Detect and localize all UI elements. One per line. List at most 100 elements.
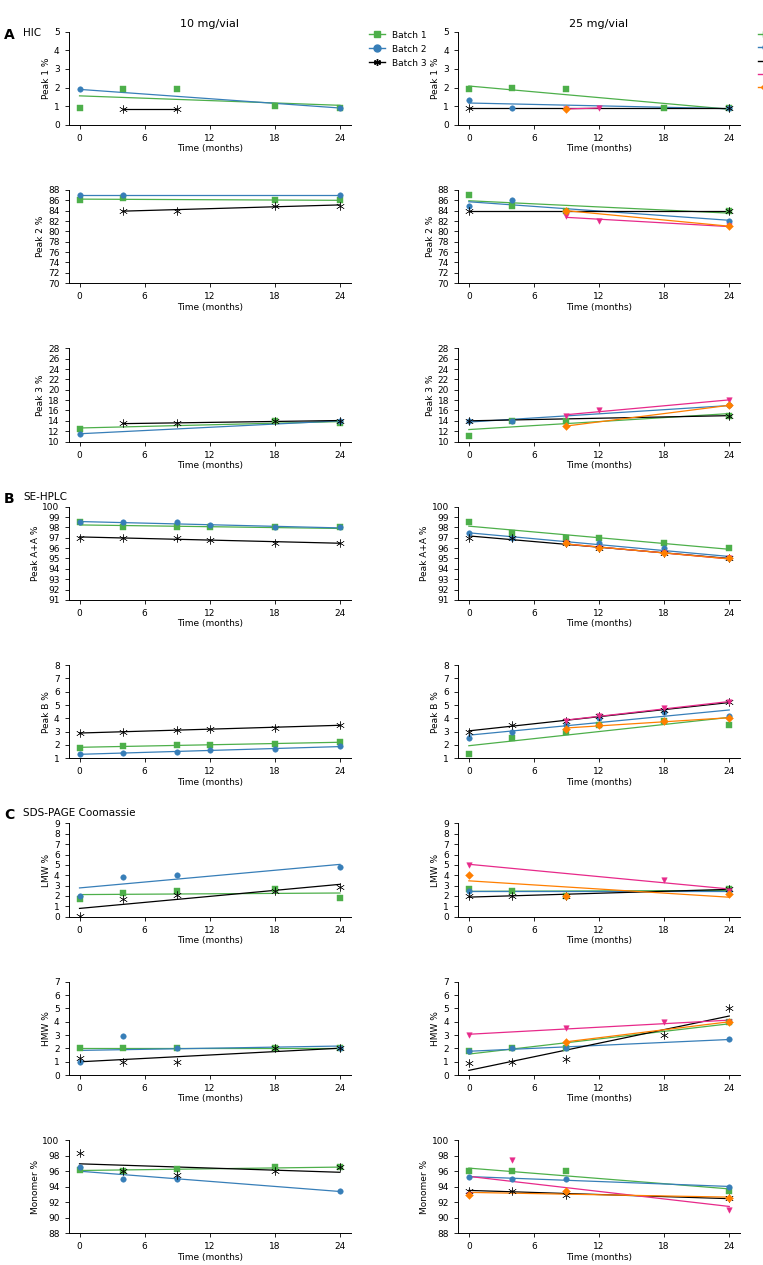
Point xyxy=(723,97,736,118)
Point xyxy=(593,97,605,118)
Point xyxy=(462,1025,475,1045)
X-axis label: Time (months): Time (months) xyxy=(177,1252,243,1261)
Point xyxy=(117,512,129,533)
Point xyxy=(506,1169,518,1189)
Point xyxy=(560,533,572,553)
Point xyxy=(117,1026,129,1046)
Point xyxy=(723,708,736,729)
Point xyxy=(269,739,281,759)
Point xyxy=(73,528,85,548)
Point xyxy=(204,515,216,535)
Point xyxy=(462,522,475,543)
Y-axis label: Peak 1 %: Peak 1 % xyxy=(42,57,51,99)
Point xyxy=(462,1161,475,1182)
Point xyxy=(658,1025,670,1045)
Y-axis label: LMW %: LMW % xyxy=(431,854,440,887)
Point xyxy=(723,216,736,237)
Point xyxy=(723,1188,736,1208)
Point xyxy=(73,512,85,533)
Point xyxy=(506,1180,518,1200)
Point xyxy=(73,1144,85,1164)
Point xyxy=(117,185,129,205)
Point xyxy=(117,99,129,119)
Point xyxy=(462,528,475,548)
Point xyxy=(560,201,572,221)
Point xyxy=(506,78,518,99)
Point xyxy=(506,880,518,901)
Y-axis label: Peak B %: Peak B % xyxy=(431,691,440,732)
Point xyxy=(73,889,85,910)
Point xyxy=(462,411,475,431)
Y-axis label: Monomer %: Monomer % xyxy=(420,1160,429,1214)
Point xyxy=(658,711,670,731)
Text: SE-HPLC: SE-HPLC xyxy=(23,492,67,501)
Point xyxy=(723,395,736,415)
Point xyxy=(593,715,605,735)
Point xyxy=(560,1169,572,1189)
Point xyxy=(73,1160,85,1180)
Point xyxy=(171,517,183,538)
Point xyxy=(593,706,605,726)
Point xyxy=(117,201,129,221)
Point xyxy=(334,97,346,118)
Point xyxy=(723,1012,736,1032)
Point xyxy=(560,715,572,735)
Point xyxy=(506,715,518,735)
X-axis label: Time (months): Time (months) xyxy=(566,144,632,153)
X-axis label: Time (months): Time (months) xyxy=(566,620,632,629)
Point xyxy=(593,538,605,558)
Point xyxy=(658,538,670,558)
Point xyxy=(723,201,736,221)
Point xyxy=(462,1041,475,1061)
Point xyxy=(506,528,518,548)
Point xyxy=(462,855,475,875)
Point xyxy=(171,201,183,221)
Legend: Batch 1, Batch 2, Batch 3, Batch 4, Batch 5: Batch 1, Batch 2, Batch 3, Batch 4, Batc… xyxy=(754,27,763,95)
Point xyxy=(334,195,346,215)
Point xyxy=(462,729,475,749)
Point xyxy=(723,548,736,568)
Point xyxy=(723,1180,736,1200)
Y-axis label: LMW %: LMW % xyxy=(42,854,51,887)
Point xyxy=(334,877,346,897)
Point xyxy=(269,717,281,737)
Point xyxy=(334,1039,346,1059)
Point xyxy=(334,732,346,753)
Point xyxy=(334,856,346,877)
Point xyxy=(506,522,518,543)
Y-axis label: Peak A+A %: Peak A+A % xyxy=(31,525,40,581)
Point xyxy=(462,879,475,899)
Point xyxy=(593,533,605,553)
Point xyxy=(204,719,216,739)
Point xyxy=(723,692,736,712)
Point xyxy=(560,1039,572,1059)
Point xyxy=(117,1161,129,1182)
X-axis label: Time (months): Time (months) xyxy=(177,936,243,945)
Point xyxy=(560,99,572,119)
Point xyxy=(462,721,475,741)
Point xyxy=(117,80,129,100)
Point xyxy=(269,1157,281,1178)
Point xyxy=(462,195,475,215)
Text: C: C xyxy=(4,808,14,822)
Point xyxy=(73,512,85,533)
Point xyxy=(204,530,216,550)
Point xyxy=(73,737,85,758)
Point xyxy=(462,411,475,431)
Point xyxy=(506,190,518,210)
Title: 10 mg/vial: 10 mg/vial xyxy=(180,19,240,29)
Point xyxy=(73,97,85,118)
Point xyxy=(334,1039,346,1059)
Point xyxy=(334,1039,346,1059)
Point xyxy=(723,1028,736,1049)
Point xyxy=(269,96,281,116)
Point xyxy=(723,1012,736,1032)
Point xyxy=(171,741,183,762)
Point xyxy=(723,201,736,221)
X-axis label: Time (months): Time (months) xyxy=(177,778,243,787)
Point xyxy=(171,1159,183,1179)
Point xyxy=(334,736,346,756)
Point xyxy=(171,512,183,533)
X-axis label: Time (months): Time (months) xyxy=(177,302,243,311)
Point xyxy=(171,884,183,904)
